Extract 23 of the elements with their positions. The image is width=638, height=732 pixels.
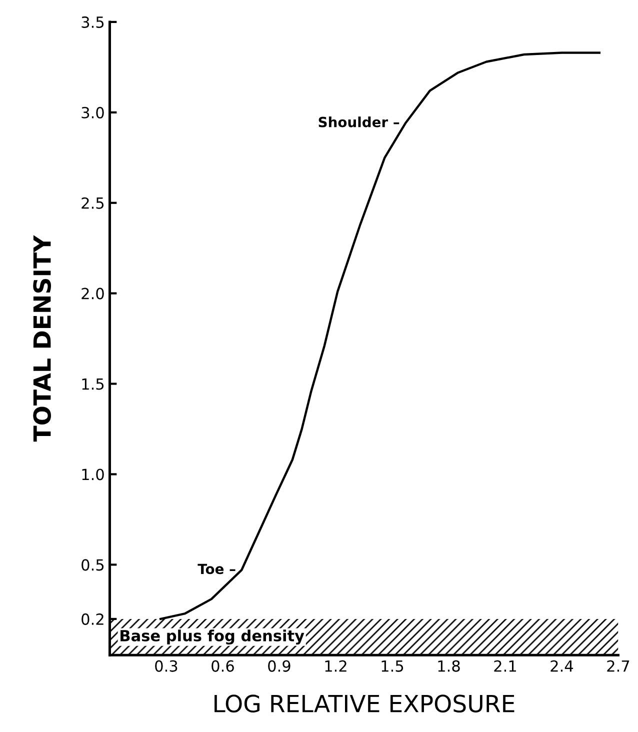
x-tick-label: 2.7 bbox=[607, 660, 630, 672]
y-tick-label: 0.2 bbox=[82, 613, 104, 625]
y-axis-title: TOTAL DENSITY bbox=[33, 235, 52, 442]
annotation: Toe – bbox=[198, 564, 236, 574]
x-tick-label: 0.9 bbox=[268, 660, 290, 672]
x-tick-label: 1.8 bbox=[438, 660, 460, 672]
x-tick-label: 1.5 bbox=[382, 660, 404, 672]
y-tick-label: 0.5 bbox=[82, 559, 104, 571]
x-tick-label: 0.3 bbox=[155, 660, 178, 672]
y-tick-label: 3.5 bbox=[82, 16, 104, 28]
band-label: Base plus fog density bbox=[120, 630, 304, 644]
x-tick-label: 1.2 bbox=[325, 660, 346, 672]
line-series bbox=[159, 52, 600, 620]
x-tick-label: 0.6 bbox=[212, 660, 234, 672]
y-tick-label: 2.5 bbox=[82, 197, 104, 209]
y-tick-label: 3.0 bbox=[82, 106, 104, 118]
x-tick-label: 2.1 bbox=[494, 660, 516, 672]
x-axis-title: LOG RELATIVE EXPOSURE bbox=[214, 694, 514, 713]
y-tick-label: 1.5 bbox=[82, 378, 104, 390]
y-tick-label: 2.0 bbox=[82, 288, 104, 300]
y-tick-label: 1.0 bbox=[82, 468, 104, 480]
x-tick-label: 2.4 bbox=[550, 660, 574, 672]
annotation: Shoulder – bbox=[318, 116, 400, 128]
